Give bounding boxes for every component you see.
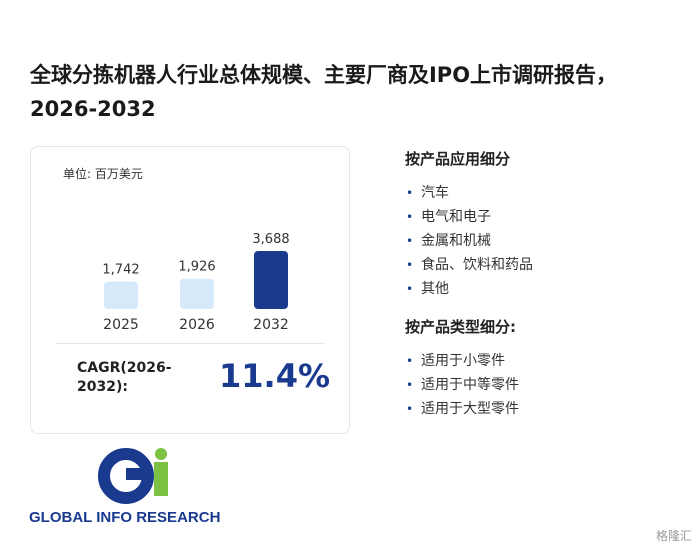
bar-2032 (254, 251, 288, 309)
list-item: 其他 (405, 277, 675, 301)
market-size-card: 单位: 百万美元 1,742 2025 1,926 2026 3,688 2032 CAG… (30, 146, 350, 434)
logo-text: GLOBAL INFO RESEARCH (29, 509, 220, 526)
bar-2026 (180, 278, 214, 309)
list-item: 电气和电子 (405, 205, 675, 229)
list-item: 适用于小零件 (405, 349, 675, 373)
data-label-2026: 1,926 (178, 260, 215, 275)
data-label-2032: 3,688 (252, 232, 289, 247)
list-item: 金属和机械 (405, 229, 675, 253)
tick-label-2025: 2025 (103, 317, 139, 333)
list-item: 汽车 (405, 181, 675, 205)
bar-chart: 1,742 2025 1,926 2026 3,688 2032 (102, 232, 289, 333)
unit-label: 单位: 百万美元 (63, 167, 143, 181)
tick-label-2032: 2032 (253, 317, 289, 333)
logo-i-dot (155, 448, 167, 460)
segment-by-application: 按产品应用细分 汽车 电气和电子 金属和机械 食品、饮料和药品 其他 (405, 148, 675, 301)
tick-label-2026: 2026 (179, 317, 215, 333)
list-item: 适用于中等零件 (405, 373, 675, 397)
card-divider (55, 343, 325, 344)
cagr-value: 11.4% (219, 357, 331, 395)
list-item: 食品、饮料和药品 (405, 253, 675, 277)
bar-2025 (104, 281, 138, 309)
segment-by-type: 按产品类型细分: 适用于小零件 适用于中等零件 适用于大型零件 (405, 316, 675, 421)
cagr-label: CAGR(2026-2032): (77, 360, 172, 395)
segment-list: 适用于小零件 适用于中等零件 适用于大型零件 (405, 349, 675, 421)
report-title: 全球分拣机器人行业总体规模、主要厂商及IPO上市调研报告，2026-2032 (30, 63, 618, 121)
segment-heading: 按产品应用细分 (405, 150, 511, 168)
data-label-2025: 1,742 (102, 263, 139, 278)
corner-watermark: 格隆汇 (655, 529, 692, 543)
gir-logo: GLOBAL INFO RESEARCH (29, 448, 220, 526)
logo-i-stem (154, 462, 168, 496)
segment-heading: 按产品类型细分: (405, 318, 516, 336)
logo-g-bar (126, 468, 152, 480)
segment-list: 汽车 电气和电子 金属和机械 食品、饮料和药品 其他 (405, 181, 675, 301)
list-item: 适用于大型零件 (405, 397, 675, 421)
